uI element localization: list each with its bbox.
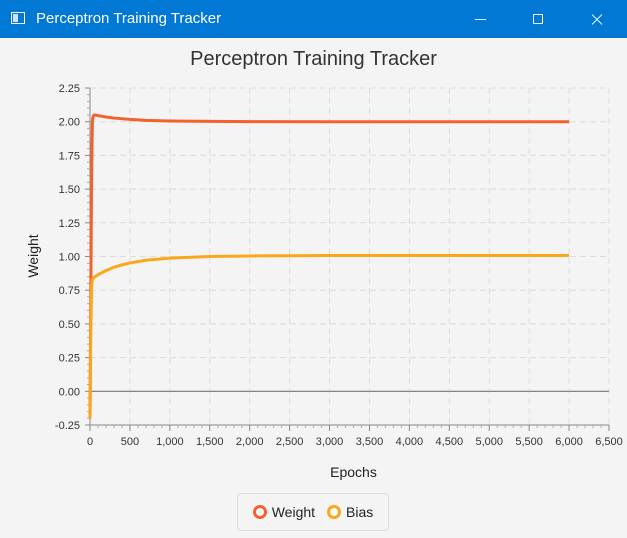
y-tick-label: 2.25 bbox=[59, 83, 80, 95]
minimize-button[interactable] bbox=[451, 0, 509, 38]
y-tick-label: -0.25 bbox=[55, 420, 80, 432]
x-tick-label: 500 bbox=[121, 436, 139, 448]
chart-legend: Weight Bias bbox=[237, 493, 389, 531]
legend-symbol-icon bbox=[327, 505, 342, 519]
x-tick-label: 6,000 bbox=[555, 436, 583, 448]
window-title: Perceptron Training Tracker bbox=[36, 10, 222, 27]
legend-label: Bias bbox=[346, 504, 374, 520]
x-tick-label: 3,500 bbox=[356, 436, 384, 448]
x-tick-label: 2,500 bbox=[276, 436, 304, 448]
x-tick-label: 5,500 bbox=[515, 436, 543, 448]
y-tick-label: 1.25 bbox=[59, 218, 80, 230]
chart-title: Perceptron Training Tracker bbox=[190, 48, 437, 70]
x-tick-label: 1,000 bbox=[156, 436, 184, 448]
minimize-icon bbox=[474, 18, 486, 20]
x-tick-label: 4,000 bbox=[396, 436, 424, 448]
y-tick-label: 0.25 bbox=[59, 353, 80, 365]
series-line-bias bbox=[88, 254, 570, 419]
x-axis-label: Epochs bbox=[330, 464, 377, 480]
y-tick-label: 2.00 bbox=[59, 117, 80, 129]
x-tick-label: 4,500 bbox=[436, 436, 464, 448]
y-tick-label: 1.50 bbox=[59, 184, 80, 196]
y-tick-label: 0.50 bbox=[59, 319, 80, 331]
y-tick-label: 0.75 bbox=[59, 285, 80, 297]
maximize-icon bbox=[533, 14, 543, 24]
window-titlebar: Perceptron Training Tracker bbox=[0, 0, 627, 38]
app-window-icon bbox=[11, 12, 25, 24]
x-tick-label: 6,500 bbox=[595, 436, 623, 448]
y-axis-label: Weight bbox=[25, 234, 41, 277]
y-tick-label: 0.00 bbox=[59, 386, 80, 398]
x-tick-label: 0 bbox=[87, 436, 93, 448]
x-tick-label: 5,000 bbox=[475, 436, 503, 448]
legend-item-weight: Weight bbox=[252, 504, 316, 520]
legend-item-bias: Bias bbox=[327, 504, 373, 520]
x-tick-label: 3,000 bbox=[316, 436, 344, 448]
x-tick-label: 2,000 bbox=[236, 436, 264, 448]
series-line-weight bbox=[88, 113, 570, 419]
legend-label: Weight bbox=[271, 504, 316, 520]
y-tick-label: 1.75 bbox=[59, 150, 80, 162]
maximize-button[interactable] bbox=[509, 0, 567, 38]
x-tick-label: 1,500 bbox=[196, 436, 224, 448]
legend-symbol-icon bbox=[252, 505, 267, 519]
y-tick-label: 1.00 bbox=[59, 252, 80, 264]
